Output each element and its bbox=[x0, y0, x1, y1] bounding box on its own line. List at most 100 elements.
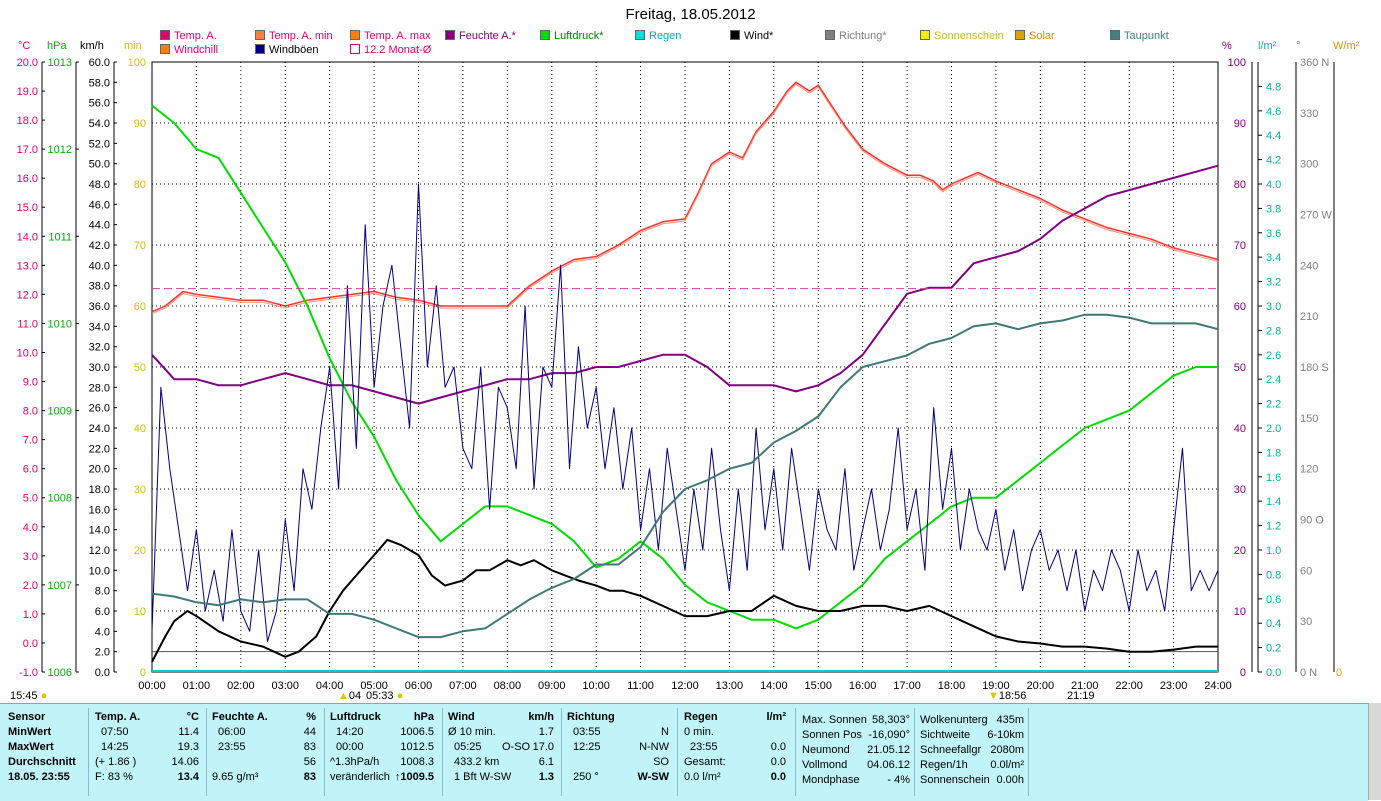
dir-tick-label: 90 O bbox=[1300, 515, 1324, 527]
temp-axis-tick-label: 8.0 bbox=[23, 406, 38, 418]
chart-grid bbox=[151, 61, 1219, 673]
dir-tick-label: 330 bbox=[1300, 108, 1318, 120]
x-tick-label: 22:00 bbox=[1115, 680, 1143, 692]
wind-axis-tick-label: 24.0 bbox=[89, 423, 110, 435]
dir-tick-label: 240 bbox=[1300, 260, 1318, 272]
wind-axis-tick-label: 26.0 bbox=[89, 403, 110, 415]
pressure-column: Luftdruck hPa 14:20 1006.5 00:00 1012.5 ^1.… bbox=[330, 711, 434, 783]
minutes-tick-label: 70 bbox=[134, 240, 146, 252]
wind-axis-tick-label: 46.0 bbox=[89, 199, 110, 211]
axis-title-pct: % bbox=[1222, 40, 1232, 52]
dir-tick-label: 120 bbox=[1300, 464, 1318, 476]
temp-axis-tick-label: 14.0 bbox=[17, 231, 38, 243]
pct-tick-label: 80 bbox=[1234, 179, 1246, 191]
wind-axis-tick-label: 6.0 bbox=[95, 606, 110, 618]
wind-axis-tick-label: 12.0 bbox=[89, 545, 110, 557]
wind-axis-tick-label: 16.0 bbox=[89, 504, 110, 516]
x-tick-label: 00:00 bbox=[138, 680, 166, 692]
series-temp-a bbox=[151, 81, 1219, 313]
wind-axis-tick-label: 30.0 bbox=[89, 362, 110, 374]
wind-axis-tick-label: 42.0 bbox=[89, 240, 110, 252]
wind-axis-tick-label: 4.0 bbox=[95, 626, 110, 638]
humidity-column: Feuchte A.% 06:00 44 23:55 83 56 9.65 g/m³… bbox=[212, 711, 316, 783]
x-tick-label: 07:00 bbox=[449, 680, 477, 692]
rain-tick-label: 3.0 bbox=[1266, 301, 1281, 313]
rain-tick-label: 1.0 bbox=[1266, 545, 1281, 557]
rain-tick-label: 4.0 bbox=[1266, 179, 1281, 191]
x-tick-label: 16:00 bbox=[849, 680, 877, 692]
legend-item: Regen bbox=[635, 30, 681, 42]
rain-tick-label: 4.4 bbox=[1266, 130, 1281, 142]
legend-item: Temp. A. bbox=[160, 30, 217, 42]
x-tick-label: 09:00 bbox=[538, 680, 566, 692]
series-windchill bbox=[151, 83, 1219, 315]
rain-tick-label: 4.2 bbox=[1266, 155, 1281, 167]
axis-title-wind: km/h bbox=[80, 40, 104, 52]
rain-tick-label: 2.0 bbox=[1266, 423, 1281, 435]
legend-item: Temp. A. max bbox=[350, 30, 431, 42]
pct-tick-label: 10 bbox=[1234, 606, 1246, 618]
x-tick-label: 17:00 bbox=[893, 680, 921, 692]
rain-tick-label: 0.8 bbox=[1266, 569, 1281, 581]
temp-axis-tick-label: 5.0 bbox=[23, 493, 38, 505]
temp-axis-tick-label: 3.0 bbox=[23, 551, 38, 563]
x-tick-label: 12:00 bbox=[671, 680, 699, 692]
wind-axis-tick-label: 10.0 bbox=[89, 565, 110, 577]
temp-axis-tick-label: 16.0 bbox=[17, 173, 38, 185]
dir-tick-label: 0 N bbox=[1300, 667, 1317, 679]
rain-column: Regen l/m² 0 min. 23:55 0.0 Gesamt: 0.0 0.0… bbox=[684, 711, 786, 783]
temp-axis-tick-label: 6.0 bbox=[23, 464, 38, 476]
wind-axis-tick-label: 14.0 bbox=[89, 525, 110, 537]
legend-item: Windböen bbox=[255, 44, 319, 56]
minutes-tick-label: 0 bbox=[140, 667, 146, 679]
rain-tick-label: 3.8 bbox=[1266, 203, 1281, 215]
rain-tick-label: 0.2 bbox=[1266, 643, 1281, 655]
solar-tick-label: 0 bbox=[1336, 667, 1342, 679]
stats-panel: Sensor MinWert MaxWert Durchschnitt 18.0… bbox=[0, 703, 1368, 801]
axis-title-solar: W/m² bbox=[1333, 40, 1360, 52]
wind-axis-tick-label: 38.0 bbox=[89, 281, 110, 293]
legend-item: Sonnenschein bbox=[920, 30, 1004, 42]
temp-axis-tick-label: 7.0 bbox=[23, 435, 38, 447]
legend-item: Temp. A. min bbox=[255, 30, 333, 42]
wind-axis-tick-label: 0.0 bbox=[95, 667, 110, 679]
rain-tick-label: 1.2 bbox=[1266, 521, 1281, 533]
x-tick-label: 21:00 bbox=[1071, 680, 1099, 692]
minutes-tick-label: 90 bbox=[134, 118, 146, 130]
rain-tick-label: 2.8 bbox=[1266, 325, 1281, 337]
pct-tick-label: 100 bbox=[1228, 57, 1246, 69]
dir-tick-label: 360 N bbox=[1300, 57, 1329, 69]
temp-axis-tick-label: 10.0 bbox=[17, 347, 38, 359]
rain-tick-label: 0.0 bbox=[1266, 667, 1281, 679]
axis-title-rain: l/m² bbox=[1258, 40, 1277, 52]
wind-axis-tick-label: 54.0 bbox=[89, 118, 110, 130]
wind-axis-tick-label: 20.0 bbox=[89, 464, 110, 476]
series-luftdruck bbox=[151, 104, 1218, 630]
wind-axis-tick-label: 22.0 bbox=[89, 443, 110, 455]
wind-axis-tick-label: 32.0 bbox=[89, 342, 110, 354]
chart-title: Freitag, 18.05.2012 bbox=[625, 6, 756, 23]
wind-axis-tick-label: 60.0 bbox=[89, 57, 110, 69]
temp-axis-tick-label: 9.0 bbox=[23, 377, 38, 389]
wind-axis-tick-label: 52.0 bbox=[89, 138, 110, 150]
x-tick-label: 01:00 bbox=[183, 680, 211, 692]
rain-tick-label: 2.4 bbox=[1266, 374, 1281, 386]
legend-item: Luftdruck* bbox=[540, 30, 604, 42]
wind-axis-tick-label: 36.0 bbox=[89, 301, 110, 313]
x-tick-label: 14:00 bbox=[760, 680, 788, 692]
temp-column: Temp. A. °C 07:50 11.4 14:25 19.3 (+ 1.86 )… bbox=[95, 711, 199, 783]
rain-tick-label: 0.6 bbox=[1266, 594, 1281, 606]
vertical-scrollbar[interactable] bbox=[1368, 703, 1381, 800]
wind-axis-tick-label: 58.0 bbox=[89, 77, 110, 89]
dir-tick-label: 60 bbox=[1300, 565, 1312, 577]
pct-tick-label: 50 bbox=[1234, 362, 1246, 374]
wind-axis-tick-label: 56.0 bbox=[89, 98, 110, 110]
legend-item: Richtung* bbox=[825, 30, 887, 42]
x-tick-label: 02:00 bbox=[227, 680, 255, 692]
minutes-tick-label: 100 bbox=[128, 57, 146, 69]
minutes-tick-label: 30 bbox=[134, 484, 146, 496]
temp-axis-tick-label: 17.0 bbox=[17, 144, 38, 156]
wind-axis-tick-label: 48.0 bbox=[89, 179, 110, 191]
wind-axis-tick-label: 18.0 bbox=[89, 484, 110, 496]
axis-title-min: min bbox=[124, 40, 142, 52]
